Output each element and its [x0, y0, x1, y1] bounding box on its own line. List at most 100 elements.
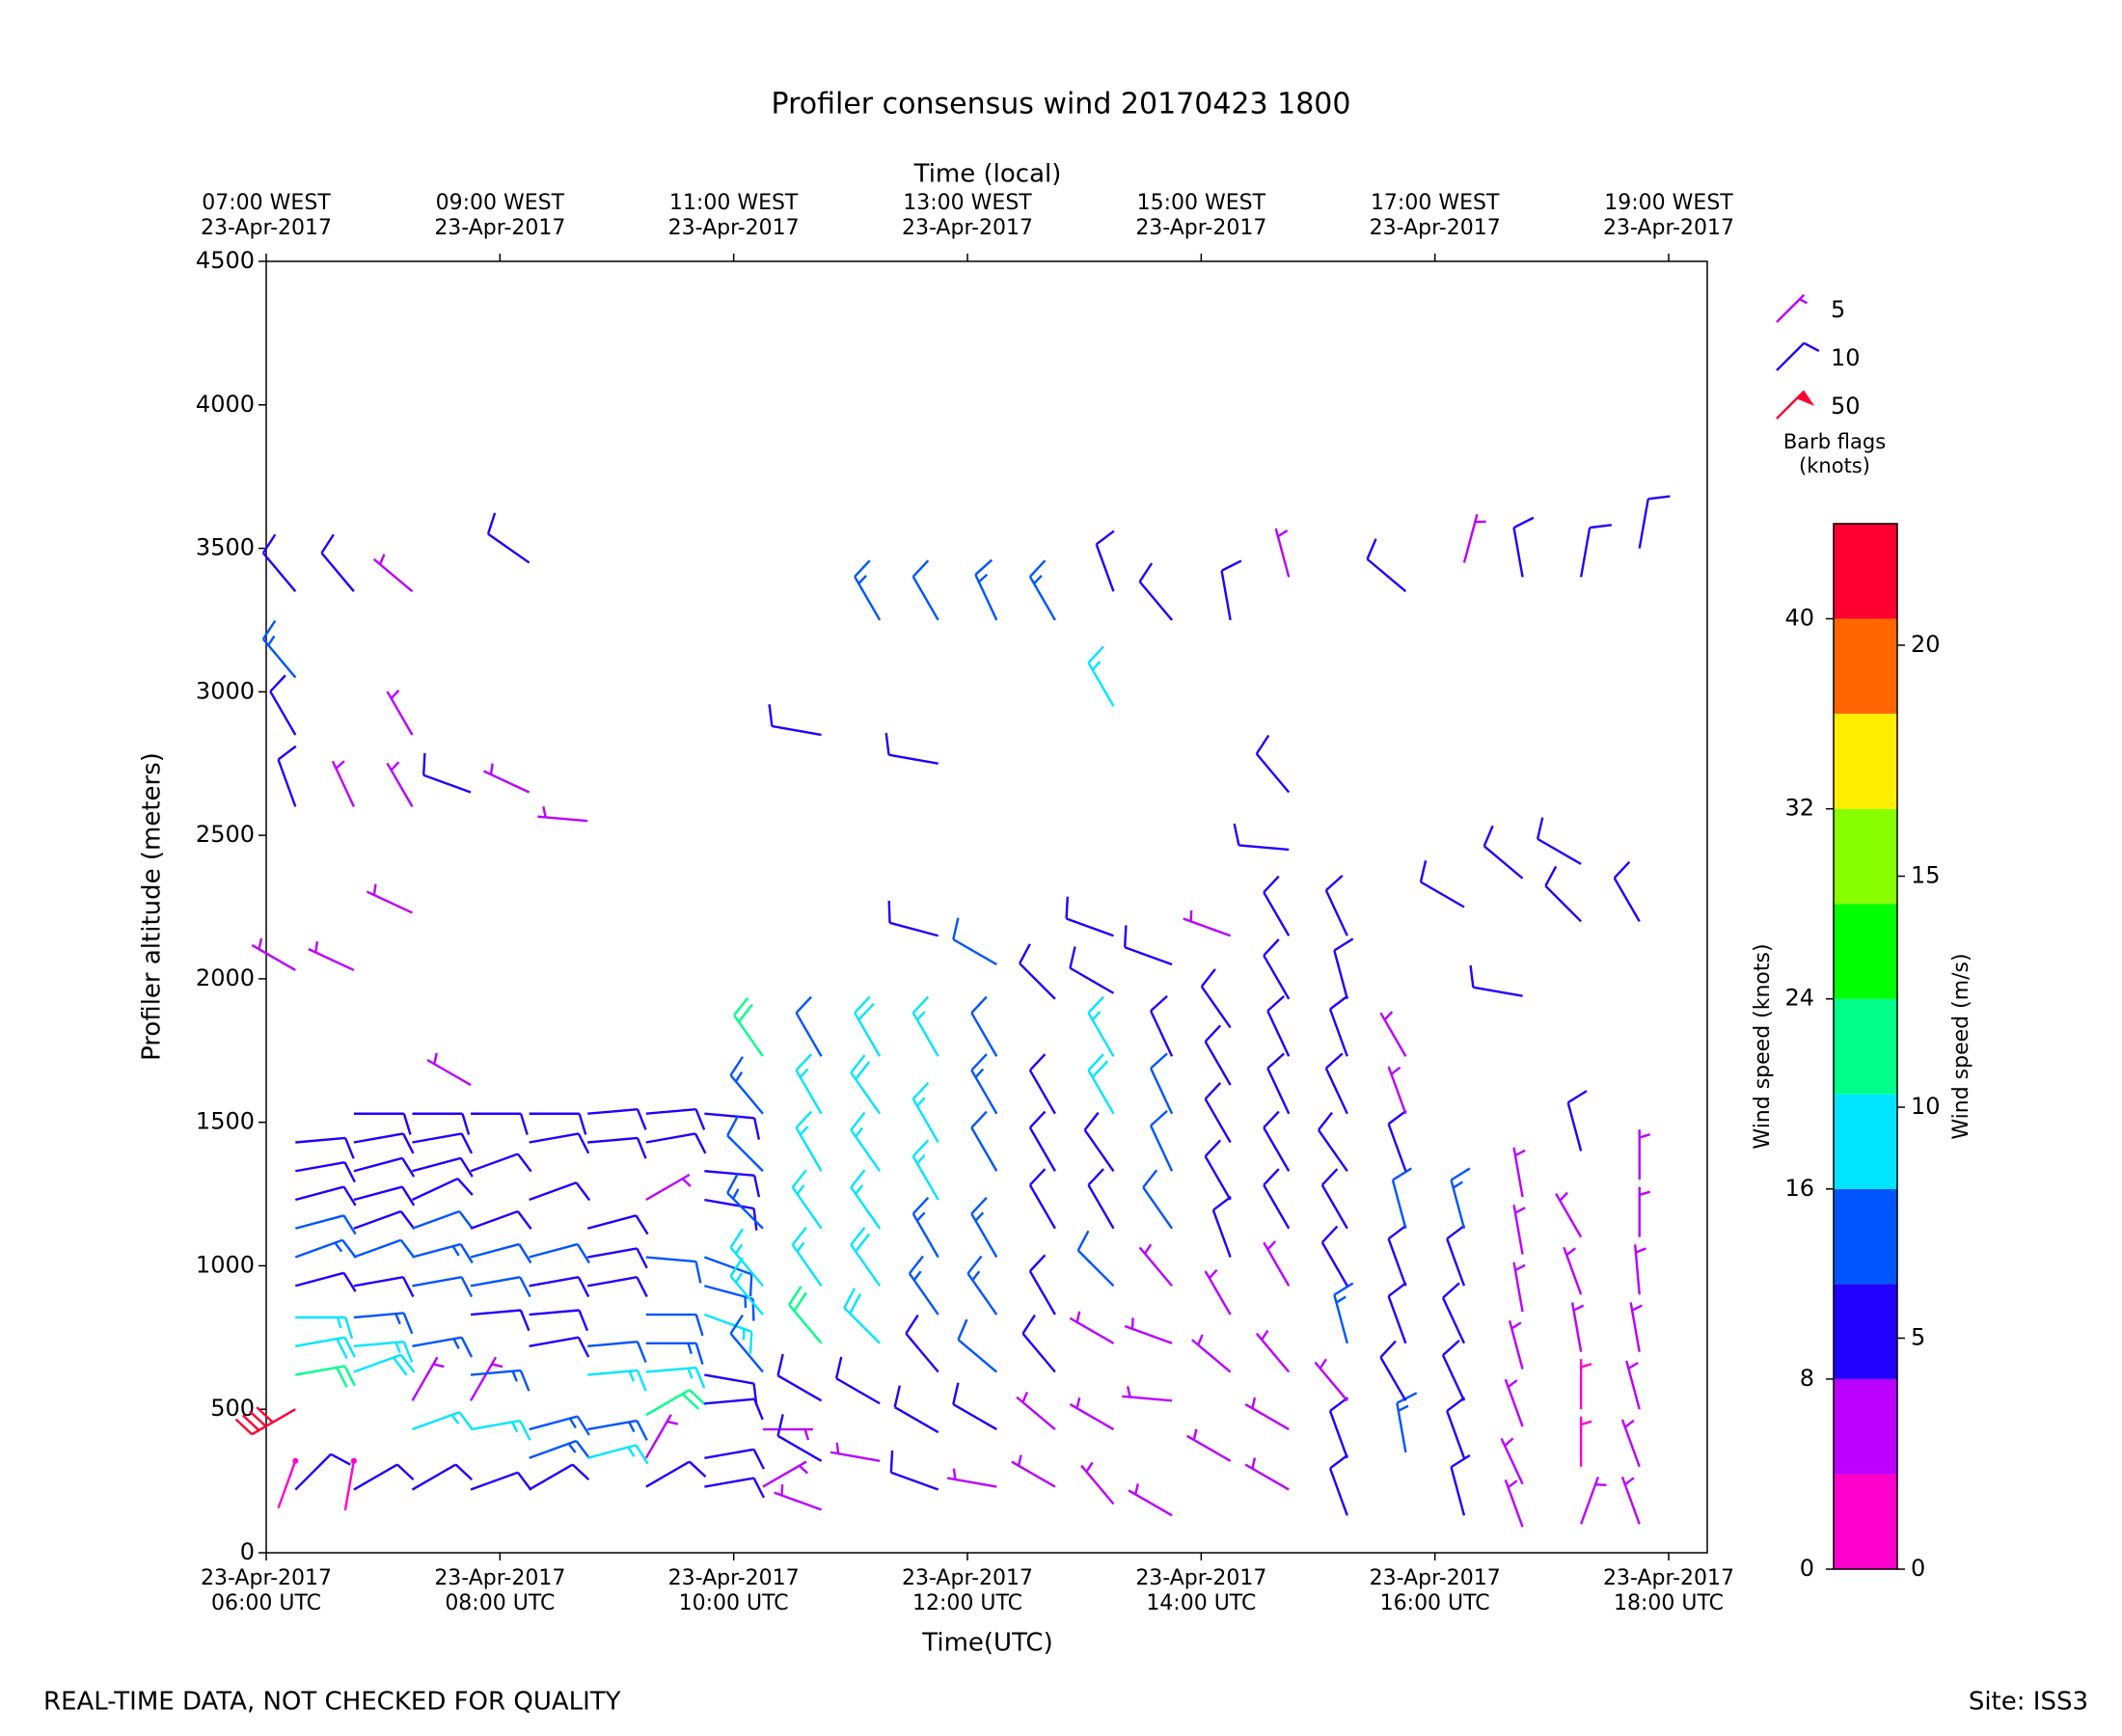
wind-barb: [295, 1336, 356, 1360]
barb-feather: [578, 1310, 589, 1332]
wind-barb: [1186, 1428, 1232, 1462]
barb-staff: [1028, 1270, 1056, 1316]
barb-staff: [1244, 1403, 1290, 1431]
barb-staff: [1776, 293, 1806, 323]
wind-barb: [1124, 1317, 1173, 1344]
wind-barb: [426, 1052, 472, 1087]
barb-staff: [1638, 499, 1649, 549]
wind-barb: [776, 1353, 823, 1402]
barb-calm: [292, 1457, 299, 1464]
barb-staff: [320, 552, 355, 592]
barb-staff: [843, 1307, 881, 1344]
wind-barb: [294, 1452, 351, 1491]
barb-feather: [1019, 943, 1031, 964]
wind-barb: [703, 1256, 753, 1297]
barb-half-feather: [1017, 1454, 1022, 1466]
x2-tick-label: 13:00 WEST 23-Apr-2017: [901, 191, 1034, 240]
wind-barb: [726, 1115, 764, 1173]
barb-staff: [412, 1411, 460, 1431]
barb-feather: [261, 619, 277, 640]
wind-barb: [1613, 860, 1641, 922]
barb-feather: [635, 1444, 649, 1465]
wind-barb: [1220, 559, 1242, 621]
wind-barb: [1333, 937, 1354, 1000]
barb-feather: [776, 1353, 784, 1376]
wind-barb: [277, 1457, 299, 1509]
wind-barb: [295, 1365, 356, 1388]
wind-barb: [529, 1439, 591, 1459]
barb-half-feather: [567, 1443, 577, 1453]
barb-staff: [295, 1161, 345, 1173]
wind-barb: [908, 1255, 939, 1316]
wind-barb: [1123, 925, 1173, 966]
barb-half-feather: [1507, 1479, 1518, 1489]
barb-staff: [704, 1373, 754, 1385]
wind-barb: [1512, 1261, 1526, 1313]
wind-barb: [1387, 1282, 1407, 1344]
wind-barb: [1028, 1110, 1056, 1172]
wind-barb: [1638, 495, 1671, 549]
colorbar-band: [1834, 524, 1897, 619]
barb-staff: [974, 574, 998, 621]
barb-staff: [795, 1126, 823, 1172]
barb-half-feather: [314, 941, 319, 953]
wind-barb: [261, 533, 297, 592]
barb-half-feather: [1075, 1397, 1081, 1409]
barb-staff: [411, 1356, 439, 1401]
wind-barb: [1138, 562, 1173, 621]
wind-barb: [1500, 1437, 1524, 1485]
wind-barb: [470, 1356, 503, 1401]
wind-barb: [386, 761, 414, 807]
barb-half-feather: [267, 635, 276, 646]
x-tick-label: 23-Apr-2017 08:00 UTC: [434, 1566, 566, 1615]
colorbar-band: [1834, 1094, 1897, 1189]
barb-half-feather: [1580, 1420, 1592, 1426]
wind-barb: [795, 1110, 823, 1172]
barb-staff: [795, 1070, 823, 1115]
barb-half-feather: [1624, 1477, 1635, 1486]
barb-half-feather: [628, 1421, 636, 1433]
barb-staff: [850, 1186, 882, 1230]
barb-staff: [1263, 955, 1291, 1000]
wind-barb: [343, 1457, 357, 1511]
barb-feather: [342, 1214, 357, 1235]
barb-staff: [704, 1285, 753, 1300]
barb-feather: [970, 1196, 988, 1215]
barb-staff: [645, 1389, 691, 1417]
barb-staff: [1512, 1147, 1524, 1198]
barb-feather: [753, 1118, 761, 1140]
wind-barb: [1419, 859, 1465, 909]
barb-feather: [889, 1450, 894, 1473]
wind-barb: [768, 704, 822, 737]
barb-feather: [516, 1472, 532, 1491]
barb-staff: [1333, 950, 1348, 1000]
wind-barb: [884, 732, 939, 765]
barb-half-feather: [1277, 529, 1289, 538]
barb-feather: [1567, 1090, 1588, 1104]
barb-staff: [1191, 1339, 1232, 1373]
barb-feather: [342, 1272, 357, 1292]
barb-feather: [277, 745, 297, 761]
wind-barb: [791, 1169, 823, 1230]
wind-barb: [1263, 938, 1291, 1000]
barb-staff: [529, 1463, 574, 1491]
barb-feather: [516, 1210, 532, 1230]
wind-barb: [586, 1444, 649, 1465]
barb-feather: [974, 558, 993, 576]
barb-half-feather: [803, 1428, 810, 1441]
barb-feather: [729, 1056, 744, 1076]
x2-tick-label: 07:00 WEST 23-Apr-2017: [200, 191, 333, 240]
wind-barb: [411, 1463, 473, 1491]
wind-barb: [1204, 1269, 1232, 1316]
wind-barb: [412, 1132, 474, 1154]
barb-staff: [788, 1304, 823, 1344]
colorbar-tick-label: 0: [1800, 1555, 1814, 1582]
barb-feather: [908, 1255, 924, 1275]
barb-staff: [1266, 1068, 1291, 1115]
colorbar-tick-label-2: 5: [1911, 1323, 1925, 1350]
legend-title: Barb flags (knots): [1782, 430, 1887, 477]
wind-barb: [353, 1353, 416, 1376]
wind-barb: [295, 1136, 355, 1159]
barb-half-feather: [1251, 1397, 1257, 1409]
barb-feather: [681, 1393, 700, 1410]
